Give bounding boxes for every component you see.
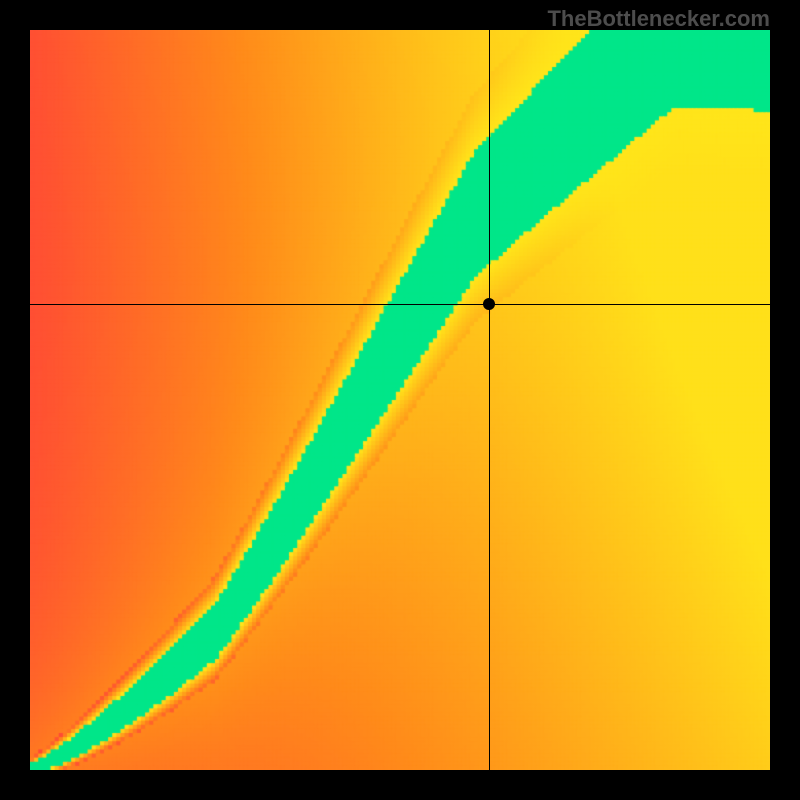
heatmap-canvas — [30, 30, 770, 770]
heatmap-chart — [30, 30, 770, 770]
crosshair-horizontal — [30, 304, 770, 305]
crosshair-vertical — [489, 30, 490, 770]
crosshair-marker — [483, 298, 495, 310]
watermark-text: TheBottlenecker.com — [547, 6, 770, 32]
